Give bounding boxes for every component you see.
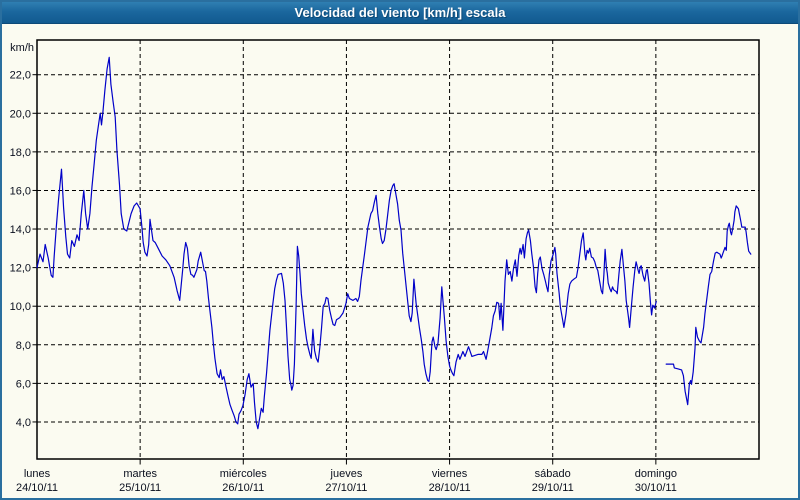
x-date-label: 25/10/11 — [119, 482, 161, 494]
y-tick-label: 16,0 — [10, 185, 31, 197]
x-date-label: 26/10/11 — [222, 482, 264, 494]
y-tick-label: 8,0 — [16, 340, 31, 352]
y-tick-label: 6,0 — [16, 378, 31, 390]
x-date-label: 30/10/11 — [635, 482, 677, 494]
y-axis-unit-label: km/h — [10, 42, 34, 54]
chart-title-bar: Velocidad del viento [km/h] escala — [2, 2, 798, 24]
y-tick-label: 4,0 — [16, 417, 31, 429]
x-day-label: sábado — [535, 468, 571, 480]
x-day-label: viernes — [432, 468, 468, 480]
x-date-label: 24/10/11 — [16, 482, 58, 494]
x-date-label: 28/10/11 — [429, 482, 471, 494]
x-date-label: 29/10/11 — [532, 482, 574, 494]
y-tick-label: 22,0 — [10, 70, 31, 82]
y-tick-label: 20,0 — [10, 108, 31, 120]
x-day-label: miércoles — [220, 468, 268, 480]
x-date-label: 27/10/11 — [325, 482, 367, 494]
y-tick-label: 10,0 — [10, 301, 31, 313]
x-day-label: lunes — [24, 468, 51, 480]
x-day-label: martes — [123, 468, 157, 480]
y-tick-label: 18,0 — [10, 147, 31, 159]
plot-border — [36, 39, 760, 460]
y-tick-label: 14,0 — [10, 224, 31, 236]
y-tick-label: 12,0 — [10, 263, 31, 275]
wind-speed-line — [36, 56, 657, 430]
x-day-label: domingo — [635, 468, 677, 480]
x-day-label: jueves — [330, 468, 363, 480]
wind-speed-line — [665, 205, 752, 406]
